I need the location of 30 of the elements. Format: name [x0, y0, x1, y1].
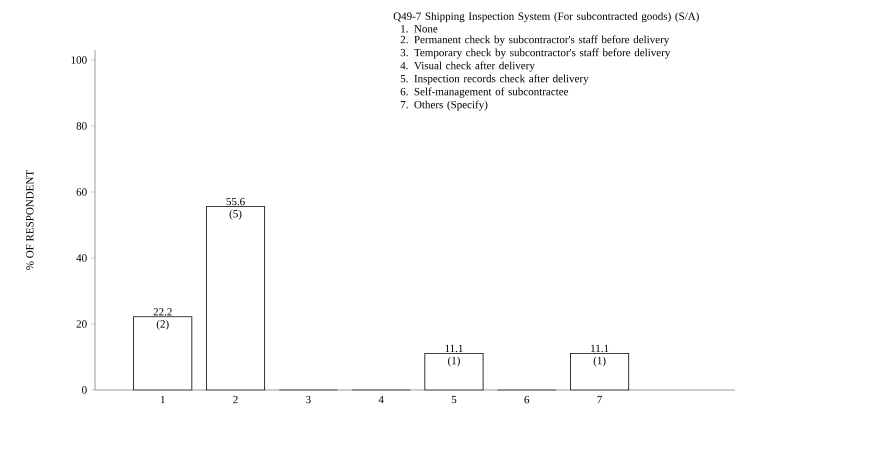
y-tick-label: 100	[72, 56, 87, 64]
text: 2. Permanent check by subcontractor's staff before delivery	[400, 35, 670, 46]
annotation: 7. Others (Specify)	[400, 100, 488, 111]
x-tick-label: 7	[598, 396, 602, 404]
annotation: 3. Temporary check by subcontractor's staff before delivery	[400, 48, 670, 59]
x-tick-label: 6	[524, 396, 530, 404]
text: 1. None	[401, 25, 438, 33]
annotation: 5. Inspection records check after delivery	[400, 74, 589, 85]
annotation: (1)	[448, 356, 460, 367]
annotation: (2)	[156, 320, 169, 330]
data-label: 55.6	[226, 198, 245, 206]
y-tick-label: 80	[76, 122, 87, 130]
chart-title: Q49-7 Shipping Inspection System (For subcontracted goods) (S/A)	[394, 12, 699, 22]
y-tick-label: 0	[82, 386, 87, 394]
x-tick-label: 5	[452, 396, 456, 404]
annotation: (1)	[594, 356, 606, 367]
data-label: 11.1	[446, 344, 463, 352]
annotation: (5)	[230, 210, 242, 220]
y-tick-label: 60	[76, 188, 87, 196]
x-tick-label: 3	[306, 396, 311, 404]
y-axis-title: % OF RESPONDENT	[26, 170, 34, 270]
annotation: 4. Visual check after delivery	[400, 61, 535, 72]
x-tick-label: 1	[160, 396, 165, 404]
data-label: 11.1	[591, 344, 608, 352]
annotation: 6. Self-management of subcontractee	[400, 87, 568, 98]
data-label: 22.2	[154, 308, 172, 316]
y-tick-label: 40	[76, 254, 87, 262]
x-tick-label: 4	[378, 396, 384, 404]
x-tick-label: 2	[233, 396, 238, 404]
y-tick-label: 20	[76, 320, 87, 328]
